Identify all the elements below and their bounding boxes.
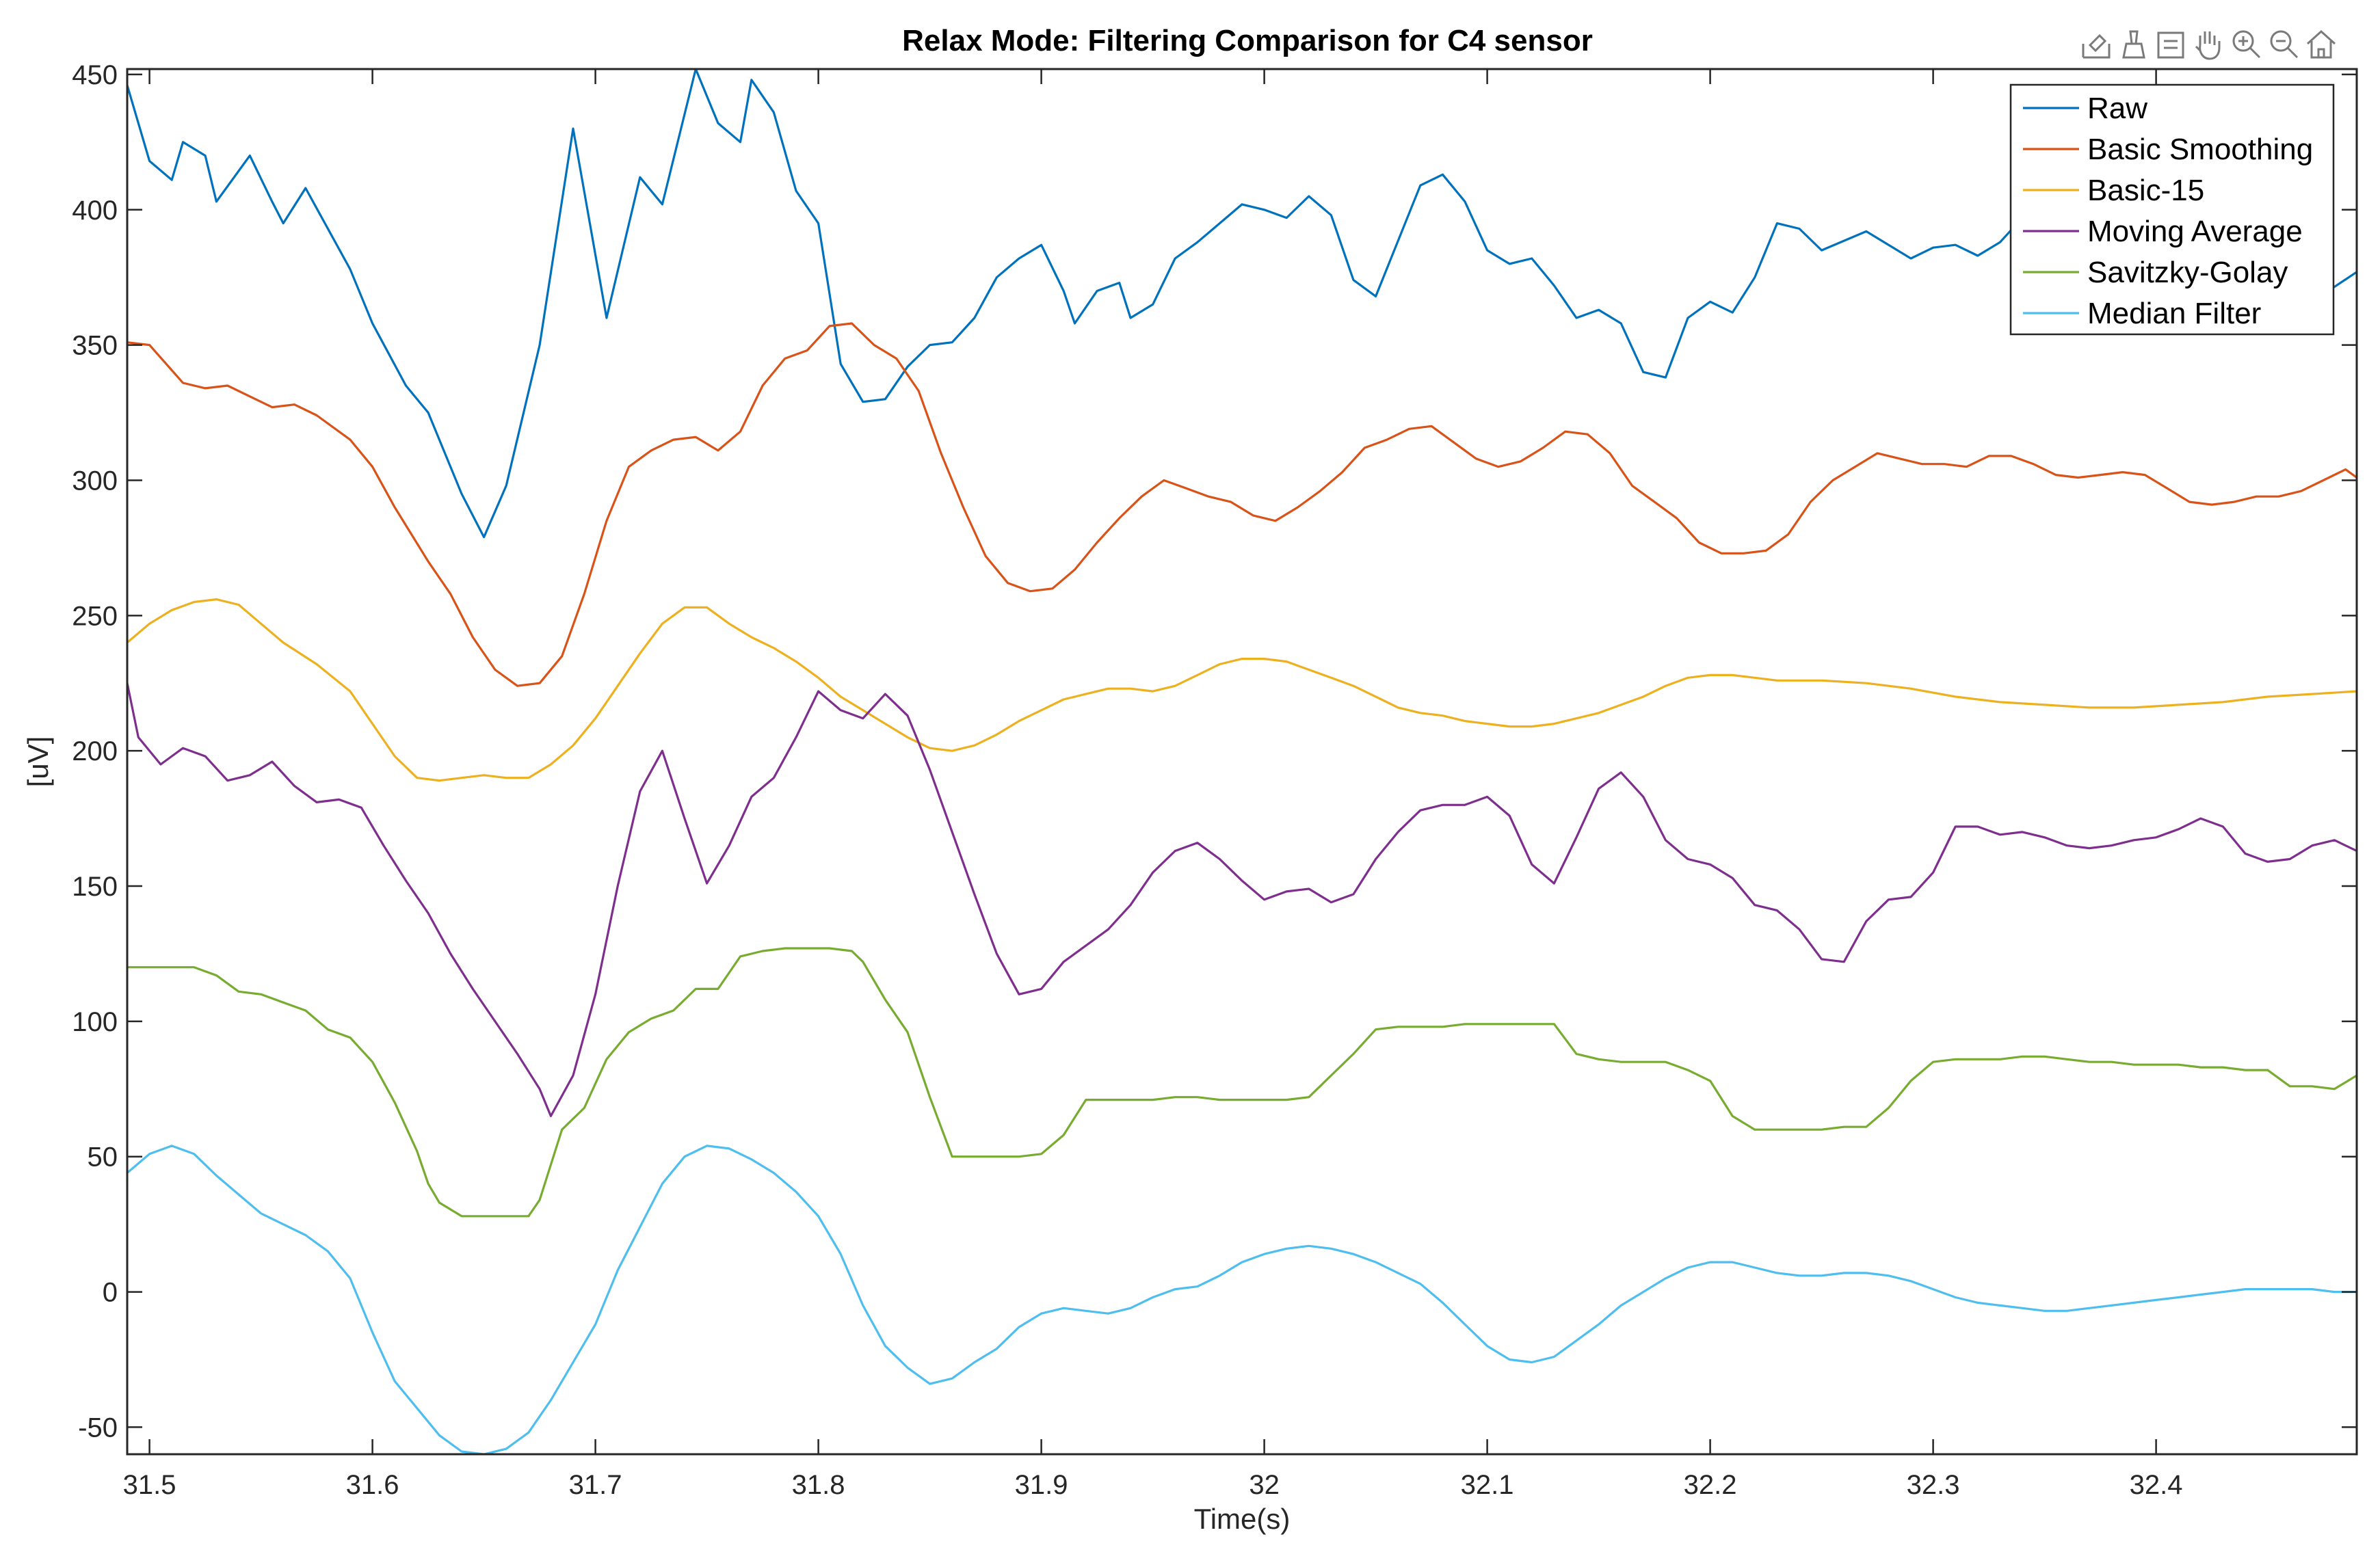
y-tick-label: 450	[72, 60, 118, 90]
y-tick-label: 100	[72, 1007, 118, 1037]
x-tick-label: 31.8	[792, 1470, 845, 1500]
plot-area: 31.5 31.6 31.7 31.8 31.9 32 32.1 32.2 32.3 32.4 -5…	[72, 60, 2358, 1500]
legend-box	[2009, 83, 2335, 336]
series-line-basic-smoothing	[127, 322, 2357, 687]
pan-icon[interactable]	[2195, 31, 2221, 60]
y-tick-label: -50	[78, 1413, 118, 1443]
series-line-median-filter	[126, 1145, 2357, 1456]
legend-label: Basic Smoothing	[2087, 133, 2313, 166]
axes-toolbar	[2082, 29, 2336, 60]
y-tick-label: 250	[72, 601, 118, 631]
y-tick-label: 200	[72, 736, 118, 766]
legend-label: Raw	[2087, 92, 2147, 125]
x-tick-label: 31.6	[346, 1470, 399, 1500]
datatip-icon[interactable]	[2157, 31, 2184, 59]
x-tick-label: 32.3	[1907, 1470, 1960, 1500]
y-tick-label: 300	[72, 466, 118, 496]
x-axis-label: Time(s)	[1194, 1503, 1291, 1535]
legend: Raw Basic Smoothing Basic-15 Moving Average…	[2009, 83, 2335, 336]
series-layer	[126, 68, 2357, 1456]
x-tick-label: 32.1	[1461, 1470, 1514, 1500]
series-line-moving-average	[126, 682, 2357, 1117]
axes-box	[126, 68, 2358, 1456]
x-tick-label: 32	[1249, 1470, 1280, 1500]
zoom-out-icon[interactable]	[2270, 30, 2299, 59]
legend-label: Savitzky-Golay	[2087, 256, 2288, 289]
y-tick-label: 350	[72, 331, 118, 361]
y-tick-label: 50	[88, 1142, 118, 1173]
x-tick-label: 32.2	[1684, 1470, 1737, 1500]
home-icon[interactable]	[2306, 29, 2336, 59]
brush-icon[interactable]	[2122, 30, 2145, 59]
y-tick-label: 150	[72, 872, 118, 902]
chart-title: Relax Mode: Filtering Comparison for C4 …	[902, 24, 1593, 57]
y-tick-label: 400	[72, 196, 118, 226]
legend-items: Raw Basic Smoothing Basic-15 Moving Average…	[2023, 92, 2313, 330]
export-icon[interactable]	[2082, 34, 2111, 59]
legend-label: Median Filter	[2087, 297, 2261, 330]
y-tick-label: 0	[103, 1278, 118, 1308]
y-axis-label: [uV]	[22, 736, 54, 788]
x-tick-label: 31.7	[569, 1470, 622, 1500]
ticks-layer: 31.5 31.6 31.7 31.8 31.9 32 32.1 32.2 32.3 32.4 -5…	[72, 60, 2357, 1500]
series-line-savitzky-golay	[127, 947, 2357, 1218]
x-tick-label: 31.5	[123, 1470, 176, 1500]
legend-label: Basic-15	[2087, 174, 2204, 207]
series-line-basic-15	[126, 598, 2357, 782]
legend-label: Moving Average	[2087, 215, 2303, 248]
x-tick-label: 32.4	[2130, 1470, 2183, 1500]
zoom-in-icon[interactable]	[2232, 30, 2261, 59]
series-line-raw	[126, 68, 2357, 539]
x-tick-label: 31.9	[1015, 1470, 1068, 1500]
